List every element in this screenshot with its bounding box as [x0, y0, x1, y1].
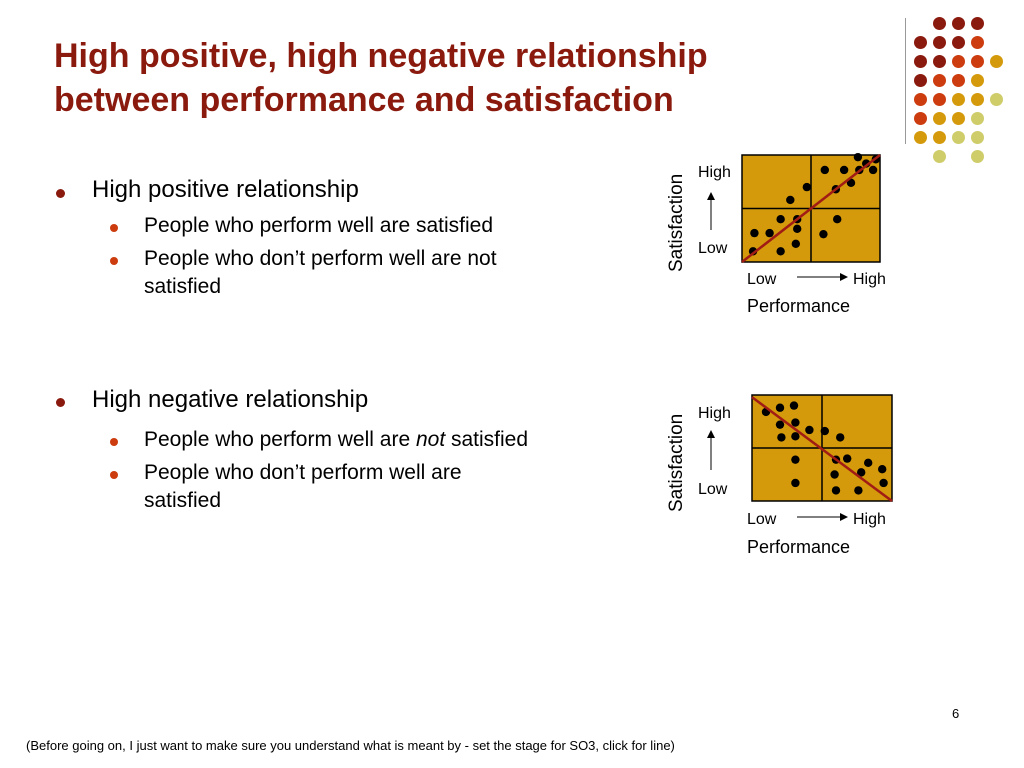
x-tick-label-high: High	[853, 511, 886, 528]
sub-bullet-negative-1-after: satisfied	[445, 428, 529, 451]
page-number: 6	[952, 706, 960, 721]
data-point	[791, 455, 800, 464]
data-point	[853, 152, 863, 162]
data-point	[862, 159, 871, 168]
y-tick-label-high: High	[698, 164, 731, 181]
bullet-marker	[56, 398, 65, 407]
data-point	[765, 228, 774, 238]
emphasis-not: not	[415, 428, 446, 451]
data-point	[791, 478, 800, 488]
data-point	[864, 458, 873, 468]
data-point	[791, 432, 800, 441]
data-point	[879, 478, 888, 488]
x-axis-label: Performance	[747, 537, 851, 557]
data-point	[789, 401, 799, 410]
data-point	[776, 247, 785, 256]
speaker-footnote: (Before going on, I just want to make su…	[26, 738, 675, 753]
sub-bullet-negative-1: People who perform well are not satisfie…	[144, 426, 528, 454]
y-axis-arrow-head	[707, 430, 715, 438]
y-tick-label-high: High	[698, 405, 731, 422]
data-point	[830, 470, 839, 479]
y-tick-label-low: Low	[698, 481, 728, 498]
bullet-heading-positive: High positive relationship	[92, 176, 359, 203]
title-divider-line	[905, 18, 906, 144]
data-point	[820, 165, 829, 175]
sub-bullet-positive-1: People who perform well are satisfied	[144, 214, 494, 237]
slide-title-line-1: High positive, high negative relationshi…	[54, 37, 708, 75]
data-point	[791, 418, 800, 427]
data-point	[805, 425, 814, 435]
trend-line	[741, 154, 881, 263]
data-point	[843, 454, 852, 463]
sub-bullet-marker	[110, 438, 118, 446]
bullet-marker	[56, 189, 65, 198]
y-tick-label-low: Low	[698, 240, 728, 257]
data-point	[775, 403, 785, 412]
data-point	[786, 195, 795, 205]
data-point	[750, 228, 759, 238]
data-point	[833, 215, 842, 224]
data-point	[802, 182, 812, 192]
sub-bullet-positive-2-cont: satisfied	[144, 275, 222, 298]
sub-bullet-negative-2-cont: satisfied	[144, 489, 222, 512]
sub-bullet-negative-1-before: People who perform well are	[144, 428, 416, 451]
x-tick-label-low: Low	[747, 271, 777, 288]
sub-bullet-marker	[110, 257, 118, 265]
x-tick-label-high: High	[853, 271, 886, 288]
data-point	[748, 247, 758, 256]
y-axis-label: Satisfaction	[666, 413, 687, 512]
x-axis-arrow-head	[840, 273, 848, 281]
bullet-heading-negative: High negative relationship	[92, 386, 369, 413]
sub-bullet-positive-2: People who don’t perform well are not	[144, 247, 497, 270]
data-point	[775, 420, 785, 429]
slide-title: High positive, high negative relationshi…	[54, 34, 854, 122]
sub-bullet-negative-2: People who don’t perform well are	[144, 461, 462, 484]
x-axis-label: Performance	[747, 296, 851, 316]
data-point	[836, 433, 845, 442]
slide-title-line-2: between performance and satisfaction	[54, 81, 674, 119]
trend-line	[751, 396, 893, 503]
x-tick-label-low: Low	[747, 511, 777, 528]
data-point	[857, 468, 866, 477]
sub-bullet-marker	[110, 471, 118, 479]
data-point	[820, 426, 829, 436]
data-point	[878, 465, 887, 474]
data-point	[839, 165, 849, 175]
sub-bullet-marker	[110, 224, 118, 232]
data-point	[819, 229, 828, 239]
data-point	[868, 165, 878, 175]
data-point	[793, 224, 802, 234]
data-point	[777, 433, 786, 442]
data-point	[831, 486, 841, 495]
data-point	[854, 486, 863, 495]
x-axis-arrow-head	[840, 513, 848, 521]
data-point	[846, 178, 856, 188]
data-point	[776, 215, 785, 224]
data-point	[791, 239, 801, 249]
y-axis-arrow-head	[707, 192, 715, 200]
